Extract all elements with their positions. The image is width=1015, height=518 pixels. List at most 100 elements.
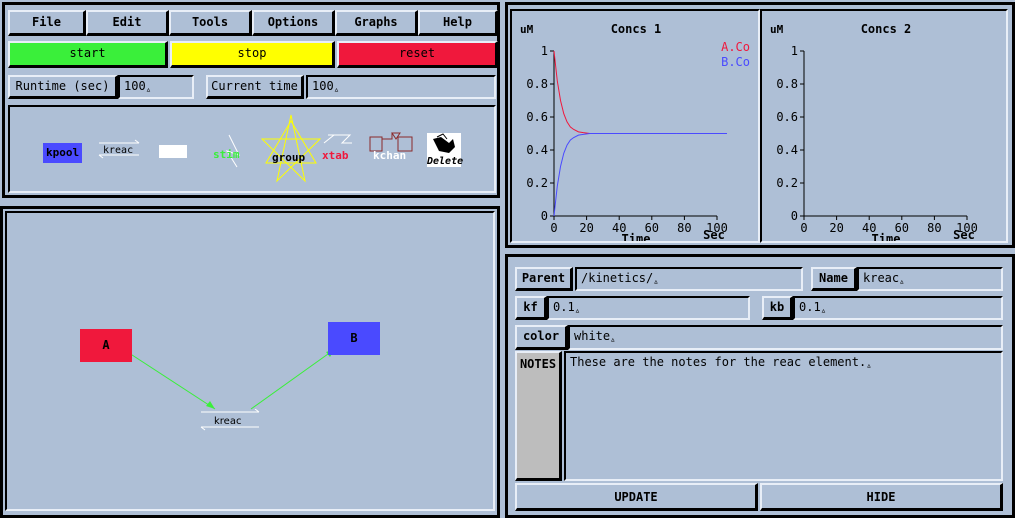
menu-options[interactable]: Options [252,10,335,36]
kreac-tool-label: kreac [103,145,134,156]
y-tick-label: 0.2 [526,176,548,190]
kinetic-canvas[interactable]: A B kreac [5,211,495,511]
pool-a-label: A [102,338,110,352]
y-tick-label: 0 [791,209,798,223]
kpool-tool[interactable]: kpool [43,143,83,163]
x-tick-label: 60 [645,221,659,235]
kb-label: kb [762,296,793,320]
runtime-value: 100 [124,79,146,93]
update-button[interactable]: UPDATE [515,483,758,511]
parent-value: /kinetics/ [581,271,654,285]
notes-value: These are the notes for the reac element… [570,355,867,369]
kinetic-canvas-panel: A B kreac [0,206,500,518]
reac-node[interactable]: kreac [199,409,261,431]
xtab-tool[interactable]: xtab [320,133,356,167]
kreac-arrow-icon [98,139,140,159]
name-value: kreac [863,271,900,285]
kreac-tool[interactable]: kreac [95,139,143,159]
x-axis-label: Time [622,232,651,241]
kf-value: 0.1 [553,300,575,314]
name-input[interactable]: kreac▵ [857,267,1003,291]
text-caret-icon: ▵ [820,306,827,316]
menu-file[interactable]: File [8,10,86,36]
current-time-label: Current time [206,75,304,99]
runtime-input[interactable]: 100▵ [118,75,194,99]
hide-button[interactable]: HIDE [760,483,1003,511]
y-tick-label: 0 [541,209,548,223]
y-axis-unit-label: uM [770,23,784,36]
legend-entry: A.Co [721,40,750,54]
toolbox-area: kpool kreac stim group [8,105,496,193]
notes-textarea[interactable]: These are the notes for the reac element… [564,351,1003,481]
text-caret-icon: ▵ [899,277,905,287]
y-tick-label: 0.2 [776,176,798,190]
group-tool[interactable]: group [256,113,326,185]
reac-label: kreac [214,416,242,427]
x-tick-label: 80 [927,221,941,235]
menu-help[interactable]: Help [418,10,498,36]
text-caret-icon: ▵ [610,335,616,345]
graph-concs1[interactable]: uM Concs 1 1 0.8 0.6 0.4 0.2 0 0 20 40 60 80 100 Time S… [510,9,760,243]
y-tick-label: 0.6 [526,110,548,124]
menu-edit[interactable]: Edit [86,10,169,36]
stim-tool-label: stim [213,148,240,161]
y-tick-label: 1 [541,44,548,58]
color-value: white [574,329,611,343]
graph-title: Concs 2 [861,22,912,36]
graphs-panel: uM Concs 1 1 0.8 0.6 0.4 0.2 0 0 20 40 60 80 100 Time S… [505,2,1015,248]
parent-label: Parent [515,267,573,291]
delete-tool[interactable]: Delete [427,133,463,167]
reset-button[interactable]: reset [337,41,498,68]
menu-graphs[interactable]: Graphs [335,10,418,36]
legend-entry: B.Co [721,55,750,69]
kchan-shape-icon [369,132,413,152]
x-tick-label: 60 [895,221,909,235]
y-tick-label: 0.6 [776,110,798,124]
start-button[interactable]: start [8,41,168,68]
delete-tool-label: Delete [427,156,464,167]
y-axis-unit-label: uM [520,23,534,36]
stim-shape-icon [225,134,240,168]
runtime-label: Runtime (sec) [8,75,118,99]
text-caret-icon: ▵ [574,306,581,316]
blank-tool[interactable] [159,145,187,158]
x-tick-label: 0 [800,221,807,235]
kf-input[interactable]: 0.1▵ [547,296,750,320]
kchan-tool[interactable]: kchan [368,131,416,165]
graph-concs2[interactable]: uM Concs 2 1 0.8 0.6 0.4 0.2 0 0 20 40 60 80 100 Time S… [760,9,1008,243]
menu-tools[interactable]: Tools [169,10,252,36]
xtab-tool-label: xtab [322,149,349,162]
graph-concs2-plot: uM Concs 2 1 0.8 0.6 0.4 0.2 00 20 40 60 80 100 Time S… [770,22,978,241]
x-tick-label: 40 [862,221,876,235]
text-caret-icon: ▵ [145,85,152,95]
y-tick-label: 0.4 [526,143,548,157]
current-time-value: 100 [312,79,334,93]
x-tick-label: 40 [612,221,626,235]
text-caret-icon: ▵ [866,361,872,371]
x-axis-unit-label: Sec [703,228,725,241]
series-line-B.Co [553,133,677,217]
graph-title: Concs 1 [611,22,662,36]
stop-button[interactable]: stop [170,41,335,68]
y-tick-label: 0.8 [526,77,548,91]
current-time-input[interactable]: 100▵ [306,75,496,99]
pool-b[interactable]: B [328,322,380,355]
edit-panel: Parent /kinetics/▵ Name kreac▵ kf 0.1▵ k… [505,254,1015,518]
pool-a[interactable]: A [80,329,132,362]
kb-input[interactable]: 0.1▵ [793,296,1003,320]
color-label: color [515,325,568,350]
y-tick-label: 1 [791,44,798,58]
kchan-tool-label: kchan [373,149,407,162]
x-tick-label: 20 [579,221,593,235]
stim-tool[interactable]: stim [213,133,249,169]
name-label: Name [811,267,857,291]
reac-arrow-icon [200,409,260,431]
kb-value: 0.1 [799,300,821,314]
control-panel: File Edit Tools Options Graphs Help star… [2,2,500,198]
color-input[interactable]: white▵ [568,325,1003,350]
x-axis-unit-label: Sec [953,228,975,241]
parent-input[interactable]: /kinetics/▵ [575,267,803,291]
x-tick-label: 100 [956,221,978,235]
x-tick-label: 20 [829,221,843,235]
trash-bin-icon [433,133,455,153]
